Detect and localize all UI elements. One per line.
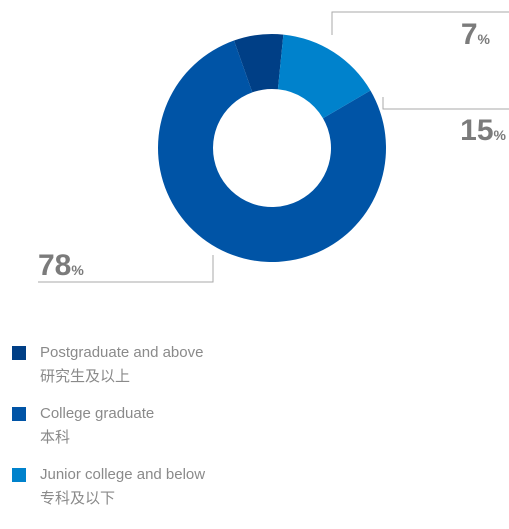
- donut-slice-postgraduate: [234, 34, 284, 93]
- legend-swatch-postgraduate: [12, 346, 26, 360]
- legend-label-zh: 专科及以下: [40, 490, 116, 507]
- leader-line-postgraduate: [331, 11, 509, 35]
- legend-swatch-college-graduate: [12, 407, 26, 421]
- legend-label-zh: 研究生及以上: [40, 368, 131, 385]
- data-label-junior-college: 15%: [460, 114, 506, 147]
- legend-label-zh: 本科: [40, 429, 71, 446]
- legend-item-postgraduate: Postgraduate and above 研究生及以上: [12, 343, 492, 404]
- legend-label-en: Junior college and below: [40, 466, 206, 483]
- legend: Postgraduate and above 研究生及以上 College gr…: [12, 343, 492, 526]
- donut-slices: [157, 34, 386, 262]
- donut-slice-college-graduate: [157, 40, 386, 262]
- donut-chart: 7% 15% 78%: [38, 11, 509, 283]
- legend-item-junior-college: Junior college and below 专科及以下: [12, 465, 492, 526]
- legend-swatch-junior-college: [12, 468, 26, 482]
- legend-label-en: College graduate: [40, 405, 155, 422]
- leader-line-junior-college: [382, 97, 509, 110]
- data-label-college-graduate: 78%: [38, 249, 84, 282]
- legend-label-en: Postgraduate and above: [40, 344, 204, 361]
- donut-slice-junior-college: [277, 34, 371, 119]
- leader-line-college-graduate: [38, 255, 214, 283]
- data-label-postgraduate: 7%: [461, 18, 491, 51]
- legend-item-college-graduate: College graduate 本科: [12, 404, 492, 465]
